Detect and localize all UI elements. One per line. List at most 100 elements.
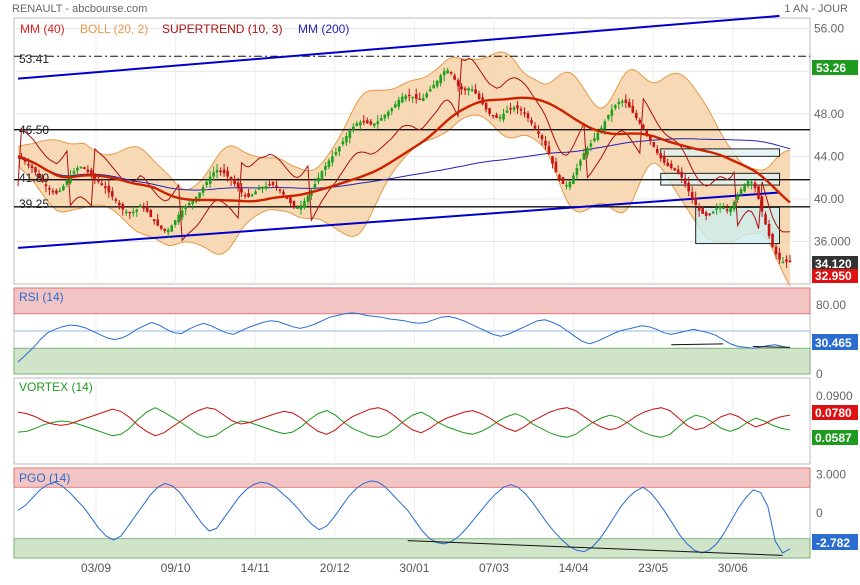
candle-body-221: [788, 260, 792, 263]
candle-body-206: [736, 195, 739, 200]
level-label-2: 46.50: [19, 123, 49, 137]
candle-body-35: [138, 205, 142, 208]
vortex-layer: [17, 407, 791, 438]
candle-body-4: [30, 165, 34, 169]
candle-body-213: [760, 196, 764, 212]
badge-vortex-plus: 0.0587: [815, 431, 852, 445]
candle-body-194: [694, 197, 697, 206]
badge-32-950: 32.950: [815, 269, 852, 283]
candle-body-212: [757, 186, 760, 199]
vortex-ytick-0: 0.0900: [816, 389, 853, 403]
candle-body-52: [198, 192, 201, 198]
candle-body-130: [470, 89, 474, 91]
legend-boll: BOLL (20, 2): [80, 22, 148, 36]
candle-body-92: [338, 146, 341, 152]
candle-body-149: [537, 131, 540, 134]
badge-53-26-bg: [812, 60, 858, 75]
candle-body-100: [366, 120, 369, 124]
candle-body-190: [680, 171, 684, 178]
candle-body-217: [774, 246, 778, 255]
badge-rsi: 30.465: [815, 336, 852, 350]
candle-body-78: [289, 197, 292, 204]
candle-body-214: [764, 213, 767, 225]
badge-vortex-minus: 0.0780: [815, 406, 852, 420]
candle-body-125: [453, 75, 456, 80]
candle-body-62: [233, 179, 236, 184]
rsi-trendline-1: [671, 343, 724, 346]
xtick-8: 30/06: [718, 561, 748, 575]
candle-body-58: [219, 170, 222, 173]
candle-body-163: [586, 147, 589, 156]
badge-34-120-bg: [812, 256, 858, 270]
candle-body-195: [697, 207, 701, 211]
candle-body-83: [306, 195, 310, 202]
xtick-7: 23/05: [638, 561, 668, 575]
candle-body-29: [118, 202, 121, 206]
level-label-4: 39.25: [19, 197, 49, 211]
candle-body-66: [247, 193, 250, 197]
candle-body-18: [79, 166, 83, 169]
candle-body-218: [778, 252, 781, 260]
candle-body-145: [523, 112, 526, 114]
xtick-1: 09/10: [161, 561, 191, 575]
pgo-ytick-0: 3.000: [816, 467, 846, 481]
candle-body-80: [296, 207, 299, 209]
candle-body-76: [282, 191, 285, 195]
candle-body-186: [666, 162, 670, 166]
candle-body-178: [638, 119, 642, 124]
candle-body-124: [449, 72, 453, 74]
candle-body-93: [341, 141, 345, 145]
candle-body-122: [442, 71, 446, 76]
xtick-0: 03/09: [81, 561, 111, 575]
candle-body-70: [261, 187, 264, 189]
candle-body-179: [641, 124, 645, 129]
candle-body-182: [652, 142, 656, 147]
candle-body-198: [708, 213, 711, 216]
candle-body-215: [767, 223, 771, 237]
main-ytick-2: 48.00: [814, 107, 844, 121]
candle-body-132: [477, 93, 481, 99]
candle-body-191: [683, 178, 687, 184]
rsi-zone-1: [13, 347, 811, 375]
candle-body-61: [229, 176, 233, 180]
candle-body-176: [631, 105, 635, 113]
candle-body-7: [41, 177, 44, 182]
candle-body-85: [313, 183, 317, 189]
candle-body-167: [600, 127, 603, 132]
candle-body-57: [215, 170, 219, 173]
bollinger-lower: [17, 114, 791, 287]
candle-body-53: [201, 187, 205, 193]
candle-body-188: [673, 168, 677, 171]
candle-body-102: [373, 123, 376, 126]
candle-body-41: [159, 225, 163, 229]
candle-body-12: [58, 190, 62, 192]
pgo-zone-0: [13, 467, 811, 488]
candle-body-121: [439, 75, 442, 84]
candle-body-101: [369, 121, 373, 125]
candle-body-173: [621, 100, 624, 103]
candle-body-49: [187, 203, 191, 206]
axis-layer: 56.0052.0048.0044.0040.0036.00003/0909/1…: [81, 22, 853, 575]
candle-body-200: [715, 208, 718, 210]
candle-body-123: [446, 70, 449, 74]
candle-body-63: [236, 182, 240, 189]
xtick-5: 07/03: [479, 561, 509, 575]
candle-body-112: [407, 94, 411, 97]
badge-vortex-plus-bg: [812, 430, 858, 445]
candle-body-9: [48, 188, 51, 190]
pgo-ytick-1: 0: [816, 506, 823, 520]
candle-body-193: [690, 191, 694, 199]
candle-body-16: [72, 171, 76, 174]
candle-body-140: [505, 110, 509, 113]
candle-body-152: [547, 146, 551, 155]
candle-body-180: [645, 130, 649, 134]
candle-body-103: [376, 121, 380, 125]
candle-body-144: [519, 108, 523, 111]
candle-body-160: [575, 168, 579, 176]
candle-body-88: [324, 165, 327, 171]
candle-body-105: [383, 114, 387, 119]
candle-body-209: [746, 180, 750, 185]
candle-body-55: [208, 176, 212, 184]
candle-body-26: [107, 185, 111, 193]
candle-body-116: [421, 97, 425, 101]
